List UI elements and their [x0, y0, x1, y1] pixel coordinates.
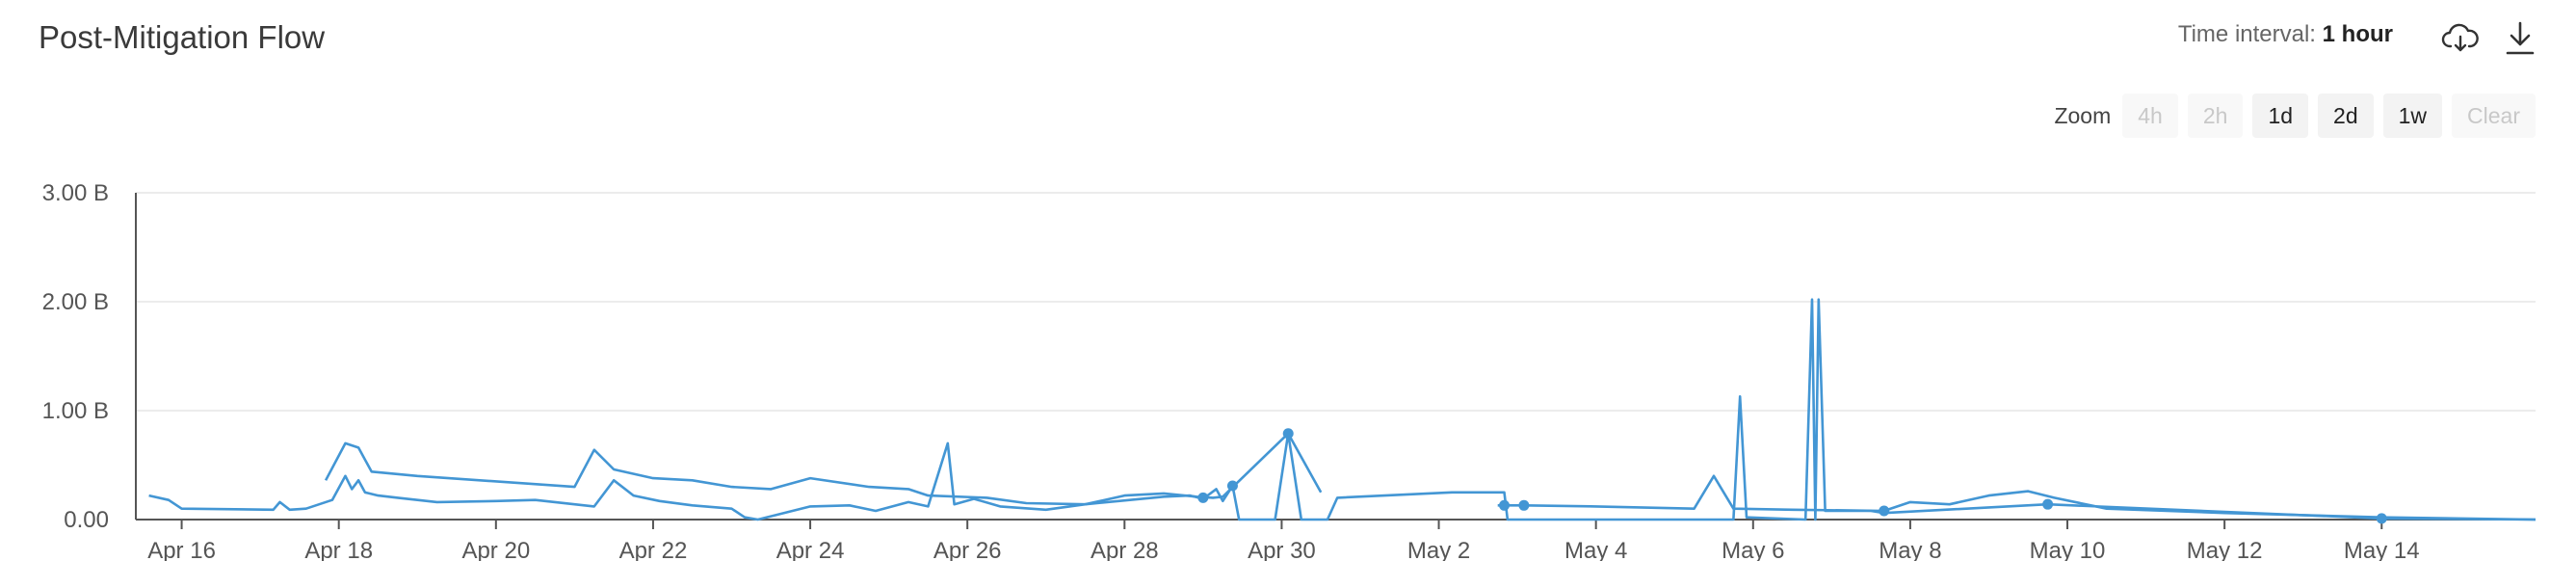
x-tick-label: Apr 28 [1091, 538, 1159, 561]
time-interval-value: 1 hour [2322, 21, 2393, 47]
data-point [1282, 428, 1294, 440]
data-point [1879, 505, 1890, 517]
y-tick-label: 2.00 B [42, 289, 109, 315]
x-tick-label: May 6 [1722, 538, 1784, 561]
x-tick-label: Apr 22 [619, 538, 688, 561]
y-tick-label: 3.00 B [42, 180, 109, 206]
x-tick-label: Apr 18 [304, 538, 373, 561]
zoom-2d-button[interactable]: 2d [2318, 94, 2374, 138]
x-tick-label: Apr 20 [461, 538, 530, 561]
data-point [2376, 513, 2387, 524]
data-point [1499, 499, 1511, 511]
x-tick-label: Apr 24 [776, 538, 845, 561]
y-tick-label: 0.00 [64, 507, 109, 533]
zoom-1w-button[interactable]: 1w [2382, 94, 2443, 138]
time-interval: Time interval: 1 hour [2178, 21, 2393, 48]
data-point [1518, 499, 1530, 511]
x-tick-label: Apr 30 [1248, 538, 1316, 561]
x-tick-label: May 8 [1879, 538, 1941, 561]
y-tick-label: 1.00 B [42, 398, 109, 424]
x-tick-label: May 10 [2030, 538, 2106, 561]
zoom-clear-button[interactable]: Clear [2452, 94, 2536, 138]
cloud-download-icon[interactable] [2439, 17, 2482, 60]
zoom-1d-button[interactable]: 1d [2252, 94, 2309, 138]
zoom-bar: Zoom 4h 2h 1d 2d 1w Clear [2054, 94, 2536, 138]
x-tick-label: May 2 [1407, 538, 1470, 561]
x-tick-label: May 14 [2344, 538, 2420, 561]
data-point [1226, 480, 1238, 492]
series-line-3 [1497, 474, 2537, 521]
series-line-1 [148, 298, 2537, 521]
zoom-4h-button[interactable]: 4h [2122, 94, 2178, 138]
zoom-label: Zoom [2054, 102, 2112, 128]
x-tick-label: May 12 [2187, 538, 2263, 561]
data-point [2042, 498, 2054, 510]
series-line-2 [324, 432, 1323, 506]
x-tick-label: Apr 16 [147, 538, 216, 561]
download-icon[interactable] [2499, 17, 2541, 60]
time-interval-label: Time interval: [2177, 21, 2316, 47]
x-tick-label: May 4 [1564, 538, 1627, 561]
data-point [1197, 492, 1209, 503]
x-tick-label: Apr 26 [933, 538, 1002, 561]
page-title: Post-Mitigation Flow [39, 19, 326, 55]
zoom-2h-button[interactable]: 2h [2187, 94, 2244, 138]
